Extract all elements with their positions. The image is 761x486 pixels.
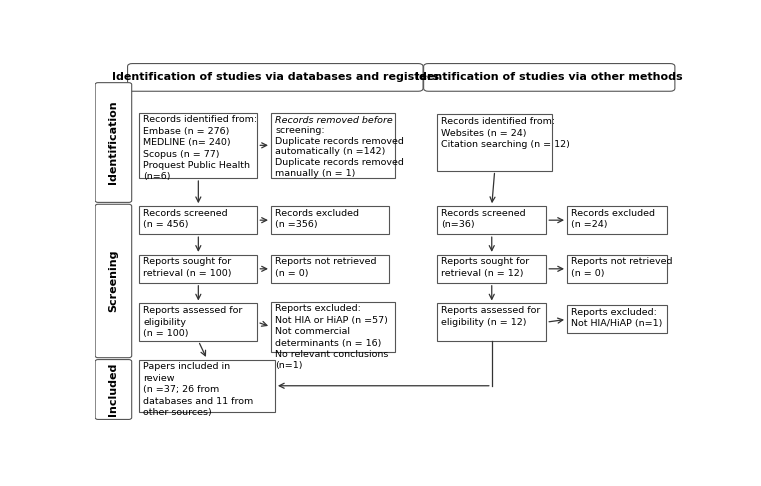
FancyBboxPatch shape (95, 83, 132, 202)
Text: Reports not retrieved
(n = 0): Reports not retrieved (n = 0) (275, 258, 377, 278)
FancyBboxPatch shape (95, 360, 132, 419)
FancyBboxPatch shape (139, 303, 257, 341)
Text: screening:: screening: (275, 126, 325, 135)
FancyBboxPatch shape (271, 113, 395, 178)
Text: Records excluded
(n =356): Records excluded (n =356) (275, 209, 359, 229)
FancyBboxPatch shape (424, 64, 675, 91)
Text: Records screened
(n = 456): Records screened (n = 456) (144, 209, 228, 229)
Text: Included: Included (108, 363, 119, 416)
Text: Records removed before: Records removed before (275, 116, 393, 124)
Text: Reports assessed for
eligibility (n = 12): Reports assessed for eligibility (n = 12… (441, 306, 541, 327)
Text: Records identified from:
Websites (n = 24)
Citation searching (n = 12): Records identified from: Websites (n = 2… (441, 117, 570, 149)
FancyBboxPatch shape (271, 301, 395, 352)
Text: Records excluded
(n =24): Records excluded (n =24) (571, 209, 655, 229)
FancyBboxPatch shape (567, 206, 667, 234)
Text: Records identified from:
Embase (n = 276)
MEDLINE (n= 240)
Scopus (n = 77)
Proqu: Records identified from: Embase (n = 276… (144, 115, 258, 181)
Text: Reports sought for
retrieval (n = 100): Reports sought for retrieval (n = 100) (144, 258, 232, 278)
Text: Reports not retrieved
(n = 0): Reports not retrieved (n = 0) (571, 258, 673, 278)
Text: Duplicate records removed: Duplicate records removed (275, 158, 404, 167)
Text: Identification of studies via databases and registers: Identification of studies via databases … (112, 72, 439, 83)
FancyBboxPatch shape (271, 206, 389, 234)
FancyBboxPatch shape (437, 255, 546, 283)
Text: Papers included in
review
(n =37; 26 from
databases and 11 from
other sources): Papers included in review (n =37; 26 fro… (144, 362, 253, 417)
FancyBboxPatch shape (567, 305, 667, 333)
Text: Screening: Screening (108, 250, 119, 312)
Text: Records screened
(n=36): Records screened (n=36) (441, 209, 526, 229)
FancyBboxPatch shape (95, 204, 132, 358)
FancyBboxPatch shape (567, 255, 667, 283)
Text: Identification of studies via other methods: Identification of studies via other meth… (416, 72, 683, 83)
Text: manually (n = 1): manually (n = 1) (275, 169, 355, 177)
FancyBboxPatch shape (139, 113, 257, 178)
Text: automatically (n =142): automatically (n =142) (275, 147, 385, 156)
Text: Duplicate records removed: Duplicate records removed (275, 137, 404, 146)
Text: Identification: Identification (108, 101, 119, 184)
FancyBboxPatch shape (437, 115, 552, 171)
FancyBboxPatch shape (139, 255, 257, 283)
Text: Reports excluded:
Not HIA/HiAP (n=1): Reports excluded: Not HIA/HiAP (n=1) (571, 308, 662, 329)
FancyBboxPatch shape (139, 206, 257, 234)
Text: Reports assessed for
eligibility
(n = 100): Reports assessed for eligibility (n = 10… (144, 306, 243, 338)
FancyBboxPatch shape (437, 303, 546, 341)
FancyBboxPatch shape (271, 255, 389, 283)
FancyBboxPatch shape (437, 206, 546, 234)
FancyBboxPatch shape (128, 64, 423, 91)
Text: Reports sought for
retrieval (n = 12): Reports sought for retrieval (n = 12) (441, 258, 530, 278)
Text: Reports excluded:
Not HIA or HiAP (n =57)
Not commercial
determinants (n = 16)
N: Reports excluded: Not HIA or HiAP (n =57… (275, 304, 388, 370)
FancyBboxPatch shape (139, 360, 275, 412)
